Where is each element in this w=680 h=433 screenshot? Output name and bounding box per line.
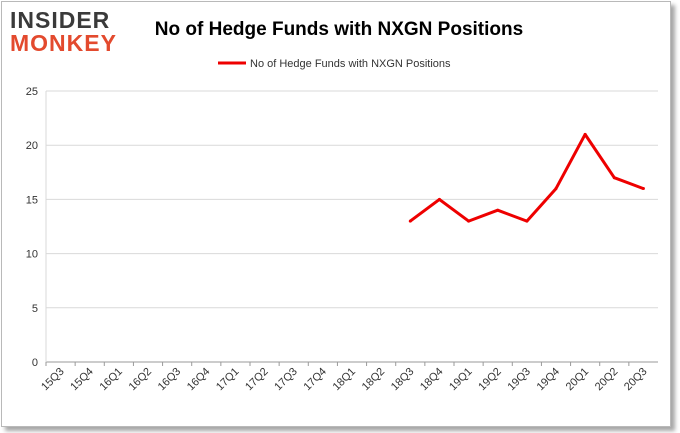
y-tick-label: 10 [26, 249, 38, 261]
x-tick-label: 17Q2 [243, 366, 271, 394]
y-axis-ticks: 0 5 10 15 20 25 [26, 86, 38, 369]
y-tick-label: 5 [32, 303, 38, 315]
data-point [496, 208, 500, 212]
data-point [612, 176, 616, 180]
x-tick-label: 16Q1 [97, 366, 125, 394]
y-tick-label: 0 [32, 357, 38, 369]
x-tick-label: 18Q1 [331, 366, 359, 394]
y-tick-label: 20 [26, 140, 38, 152]
y-tick-label: 25 [26, 86, 38, 98]
x-tick-label: 17Q1 [214, 366, 242, 394]
x-tick-label: 19Q2 [476, 366, 504, 394]
legend-label: No of Hedge Funds with NXGN Positions [250, 58, 451, 70]
logo-line-2: MONKEY [10, 30, 117, 56]
x-tick-label: 15Q4 [68, 366, 96, 394]
x-tick-label: 20Q1 [564, 366, 592, 394]
x-tick-label: 16Q2 [127, 366, 155, 394]
grid-lines [45, 90, 658, 363]
data-point [525, 219, 529, 223]
data-point [554, 187, 558, 191]
y-tick-label: 15 [26, 194, 38, 206]
data-point [467, 219, 471, 223]
x-tick-label: 17Q3 [272, 366, 300, 394]
series-line [409, 132, 644, 223]
x-tick-label: 17Q4 [301, 366, 329, 394]
x-tick-label: 20Q2 [593, 366, 621, 394]
chart-frame [1, 1, 671, 427]
data-point [437, 197, 441, 201]
data-point [408, 219, 412, 223]
data-point [583, 132, 587, 136]
x-tick-label: 18Q3 [389, 366, 417, 394]
logo-line-1: INSIDER [10, 7, 110, 33]
x-tick-label: 18Q2 [360, 366, 388, 394]
x-tick-label: 18Q4 [418, 366, 446, 394]
x-tick-label: 15Q3 [39, 366, 67, 394]
chart-title: No of Hedge Funds with NXGN Positions [155, 19, 523, 40]
x-tick-label: 19Q1 [447, 366, 475, 394]
x-tick-label: 16Q3 [156, 366, 184, 394]
x-tick-label: 16Q4 [185, 366, 213, 394]
x-tick-label: 20Q3 [622, 366, 650, 394]
plot-area [408, 132, 645, 223]
data-point [641, 187, 645, 191]
x-tick-label: 19Q4 [535, 366, 563, 394]
x-axis-ticks: 15Q3 15Q4 16Q1 16Q2 16Q3 16Q4 17Q1 17Q2 17Q3 17Q4… [39, 362, 650, 394]
x-tick-label: 19Q3 [505, 366, 533, 394]
